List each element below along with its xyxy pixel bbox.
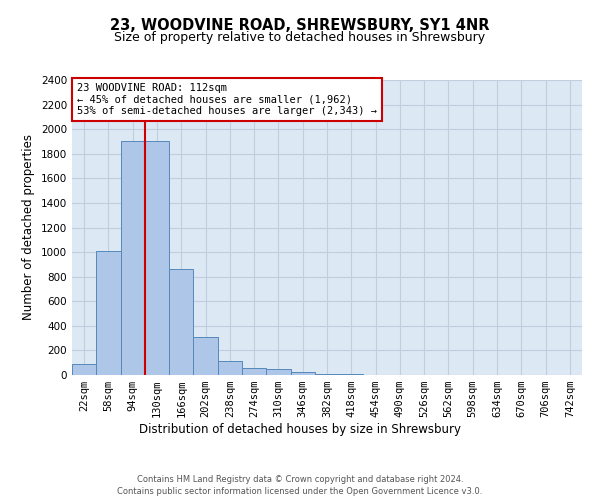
Bar [96,251,121,375]
Bar [72,364,96,375]
Bar [145,142,169,375]
Bar [315,374,339,375]
Text: Contains public sector information licensed under the Open Government Licence v3: Contains public sector information licen… [118,488,482,496]
Bar [169,270,193,375]
Text: 23, WOODVINE ROAD, SHREWSBURY, SY1 4NR: 23, WOODVINE ROAD, SHREWSBURY, SY1 4NR [110,18,490,32]
Text: Size of property relative to detached houses in Shrewsbury: Size of property relative to detached ho… [115,31,485,44]
Bar [218,361,242,375]
Bar [290,372,315,375]
Text: Distribution of detached houses by size in Shrewsbury: Distribution of detached houses by size … [139,422,461,436]
Bar [121,142,145,375]
Bar [339,374,364,375]
Bar [242,368,266,375]
Bar [193,337,218,375]
Y-axis label: Number of detached properties: Number of detached properties [22,134,35,320]
Bar [266,370,290,375]
Text: 23 WOODVINE ROAD: 112sqm
← 45% of detached houses are smaller (1,962)
53% of sem: 23 WOODVINE ROAD: 112sqm ← 45% of detach… [77,83,377,116]
Text: Contains HM Land Registry data © Crown copyright and database right 2024.: Contains HM Land Registry data © Crown c… [137,475,463,484]
